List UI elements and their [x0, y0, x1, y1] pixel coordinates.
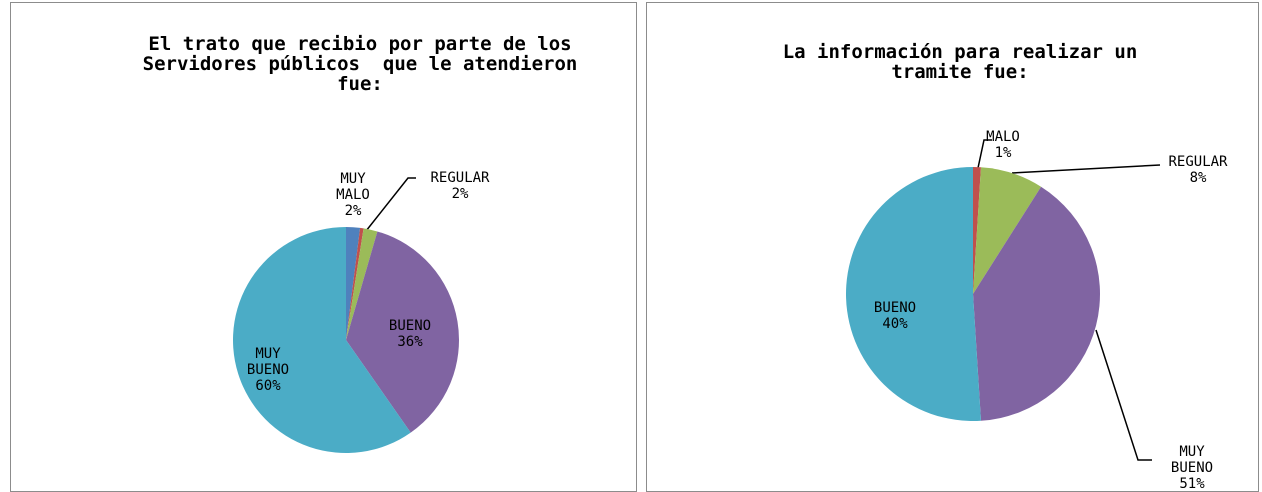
category-label: MALO [986, 129, 1020, 145]
pie-slice [845, 167, 981, 421]
leader-line [977, 139, 992, 169]
category-label: MUY BUENO [1170, 444, 1214, 476]
pie-slice [346, 231, 459, 433]
value-label: 36% [397, 334, 423, 350]
slice-label: BUENO 40% [840, 300, 950, 332]
leader-line [1011, 164, 1161, 174]
category-label: MUY BUENO [246, 346, 290, 378]
pie-slice [346, 227, 364, 340]
category-label: MUY MALO [336, 171, 370, 203]
pie-slice [346, 228, 378, 340]
value-label: 8% [1189, 170, 1207, 186]
slice-label: BUENO 36% [370, 318, 450, 350]
value-label: 1% [994, 145, 1012, 161]
category-label: REGULAR [1168, 154, 1228, 170]
slice-label: REGULAR 2% [410, 170, 510, 202]
category-label: BUENO [873, 300, 917, 316]
pie-slice [232, 227, 411, 453]
pie-slice [973, 167, 1042, 294]
value-label: 40% [882, 316, 908, 332]
chart-title: La información para realizar un tramite … [782, 41, 1149, 83]
pie-slice [973, 186, 1100, 421]
slice-label: MALO 1% [973, 129, 1033, 161]
value-label: 51% [1179, 476, 1205, 492]
pie-slice [973, 167, 981, 294]
pie-slice [346, 227, 361, 340]
leader-line [365, 177, 416, 232]
value-label: 2% [344, 203, 362, 219]
value-label: 60% [255, 378, 281, 394]
slice-label: MUY BUENO 51% [1162, 444, 1222, 492]
value-label: 2% [451, 186, 469, 202]
category-label: REGULAR [430, 170, 490, 186]
leader-line [1095, 329, 1152, 461]
slice-label: REGULAR 8% [1148, 154, 1248, 186]
chart-title: El trato que recibio por parte de los Se… [142, 33, 589, 95]
slice-label: MUY MALO 2% [328, 171, 378, 219]
category-label: BUENO [388, 318, 432, 334]
slice-label: MUY BUENO 60% [238, 346, 298, 394]
leader-lines [365, 139, 1161, 461]
